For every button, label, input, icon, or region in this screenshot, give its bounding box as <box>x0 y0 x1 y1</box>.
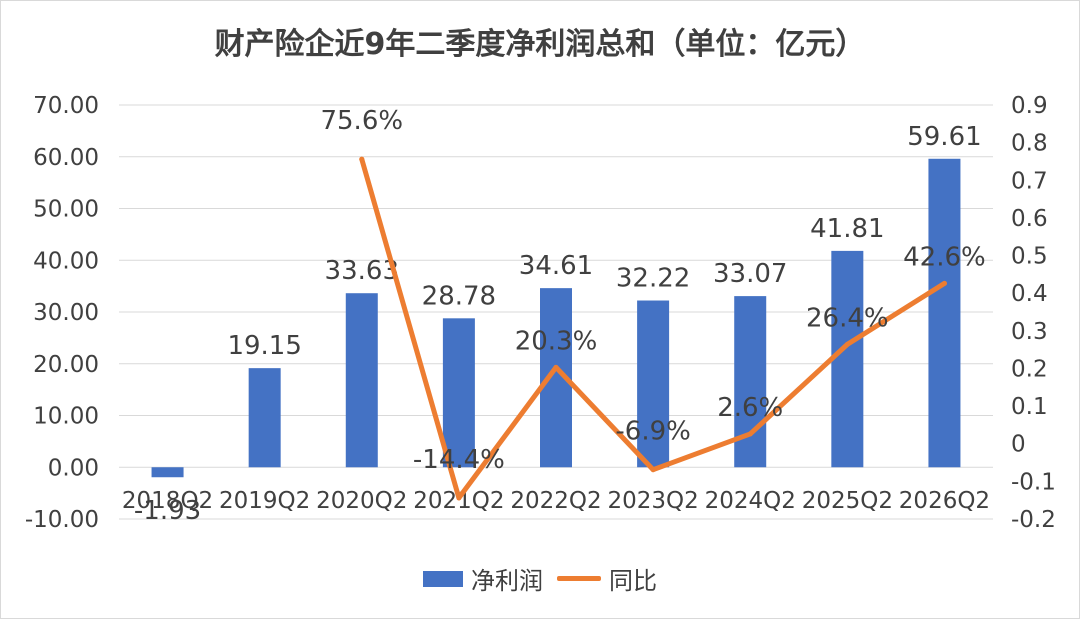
y-left-tick-label: 30.00 <box>33 300 99 326</box>
y-right-tick-label: 0.2 <box>1011 356 1048 382</box>
bar-data-label: 28.78 <box>422 281 496 311</box>
bar-data-label: 34.61 <box>519 251 593 281</box>
bar <box>442 318 475 468</box>
bar <box>928 158 961 468</box>
legend-bar-swatch <box>423 570 463 587</box>
bar <box>734 296 767 468</box>
bar <box>248 368 281 468</box>
bar <box>345 293 378 468</box>
yoy-data-label: 26.4% <box>806 303 889 333</box>
chart-plot: -10.00 0.00 10.00 20.00 30.00 40.00 50.00 60.00… <box>25 93 1056 533</box>
chart-title: 财产险企近9年二季度净利润总和（单位：亿元） <box>214 27 866 62</box>
yoy-data-label: 20.3% <box>515 326 598 356</box>
yoy-data-label: 75.6% <box>320 106 403 136</box>
y-right-tick-label: 0.3 <box>1011 319 1048 345</box>
x-tick-label: 2024Q2 <box>705 488 796 514</box>
x-tick-label: 2018Q2 <box>122 488 213 514</box>
y-right-tick-label: 0 <box>1011 432 1026 458</box>
y-left-tick-label: 20.00 <box>33 352 99 378</box>
y-left-tick-label: 0.00 <box>48 455 99 481</box>
bar-data-label: 33.63 <box>325 256 399 286</box>
bar-data-label: 32.22 <box>616 264 690 294</box>
bar <box>831 250 864 468</box>
yoy-point <box>650 467 656 473</box>
legend-item-profit: 净利润 <box>423 561 543 596</box>
y-left-tick-label: 40.00 <box>33 248 99 274</box>
x-tick-label: 2023Q2 <box>607 488 698 514</box>
yoy-data-label: -6.9% <box>615 417 690 447</box>
legend-line-swatch <box>557 576 601 581</box>
x-tick-label: 2026Q2 <box>899 488 990 514</box>
legend-item-yoy: 同比 <box>557 561 657 596</box>
x-tick-label: 2019Q2 <box>219 488 310 514</box>
yoy-data-label: 2.6% <box>717 393 783 423</box>
bar <box>151 467 184 478</box>
y-right-tick-label: 0.1 <box>1011 394 1048 420</box>
y-right-tick-label: 0.4 <box>1011 281 1048 307</box>
bar-data-label: 19.15 <box>227 331 301 361</box>
y-left-tick-label: -10.00 <box>25 507 99 533</box>
y-right-tick-label: 0.5 <box>1011 244 1048 270</box>
y-right-tick-label: 0.9 <box>1011 93 1048 119</box>
yoy-point <box>359 156 365 162</box>
bar-data-label: 33.07 <box>713 259 787 289</box>
y-left-tick-label: 10.00 <box>33 404 99 430</box>
x-tick-label: 2025Q2 <box>802 488 893 514</box>
yoy-point <box>941 280 947 286</box>
yoy-point <box>553 364 559 370</box>
bar-data-label: 41.81 <box>810 214 884 244</box>
x-tick-label: 2020Q2 <box>316 488 407 514</box>
y-right-tick-label: -0.2 <box>1011 507 1056 533</box>
bar-data-label: -1.93 <box>134 496 201 526</box>
legend: 净利润 同比 <box>1 561 1079 596</box>
yoy-data-label: -14.4% <box>413 445 505 475</box>
x-tick-label: 2022Q2 <box>510 488 601 514</box>
bar-data-label: 59.61 <box>907 122 981 152</box>
y-right-tick-label: 0.6 <box>1011 206 1048 232</box>
yoy-data-label: 42.6% <box>903 242 986 272</box>
y-right-tick-label: 0.7 <box>1011 168 1048 194</box>
y-right-tick-label: 0.8 <box>1011 131 1048 157</box>
yoy-point <box>747 431 753 437</box>
y-right-tick-label: -0.1 <box>1011 469 1056 495</box>
legend-yoy-label: 同比 <box>609 567 657 595</box>
yoy-point <box>844 341 850 347</box>
y-left-tick-label: 50.00 <box>33 197 99 223</box>
yoy-point <box>456 495 462 501</box>
y-left-tick-label: 60.00 <box>33 145 99 171</box>
bar <box>637 300 670 468</box>
legend-profit-label: 净利润 <box>471 567 543 595</box>
y-left-tick-label: 70.00 <box>33 93 99 119</box>
